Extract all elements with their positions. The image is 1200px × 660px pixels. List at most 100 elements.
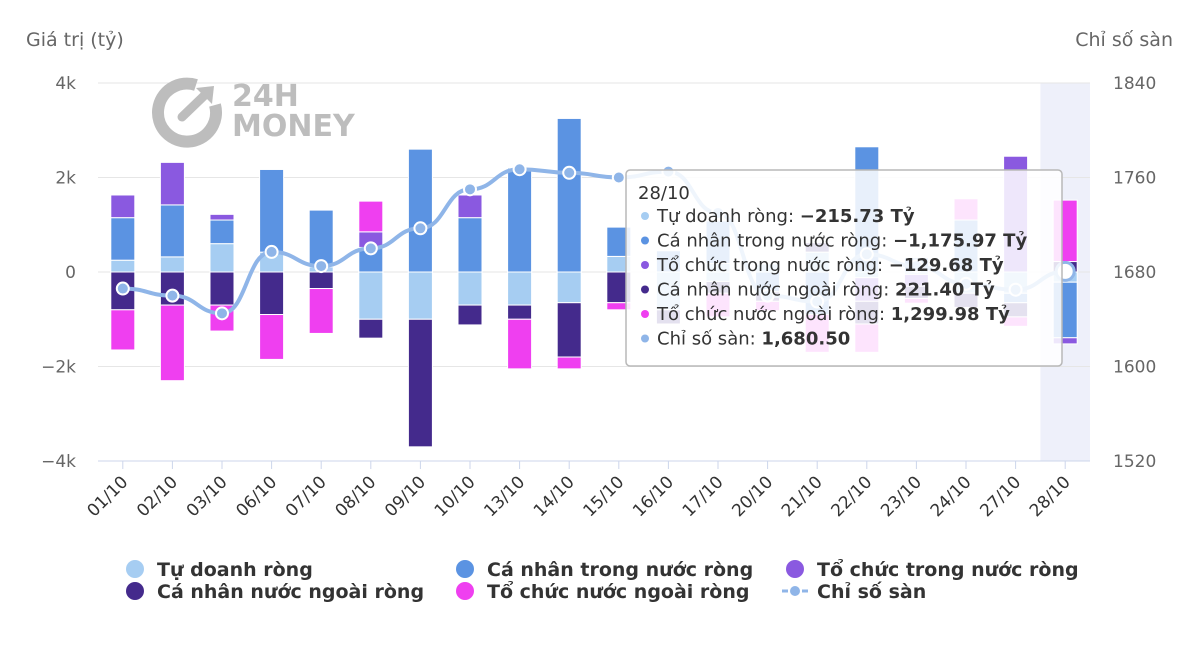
x-tick-label: 17/10 <box>679 472 728 521</box>
y-left-tick-label: −2k <box>41 358 76 378</box>
legend-marker[interactable] <box>456 582 474 600</box>
x-tick-label: 27/10 <box>976 472 1025 521</box>
bar-ca-nhan-nn[interactable] <box>457 304 483 326</box>
tooltip-row: Tổ chức trong nước ròng: −129.68 Tỷ <box>656 255 1004 276</box>
index-point[interactable] <box>215 306 229 321</box>
bar-ca-nhan-tn[interactable] <box>159 204 185 258</box>
y-left-tick-label: 4k <box>55 74 76 94</box>
bar-to-chuc-nn[interactable] <box>308 288 334 334</box>
index-point[interactable] <box>413 221 428 236</box>
tooltip-row: Tổ chức nước ngoài ròng: 1,299.98 Tỷ <box>656 304 1010 325</box>
x-tick-label: 14/10 <box>530 472 579 521</box>
bar-ca-nhan-nn[interactable] <box>507 304 533 320</box>
x-tick-label: 22/10 <box>828 472 877 521</box>
bar-ca-nhan-tn[interactable] <box>556 117 582 273</box>
x-tick-label: 20/10 <box>728 472 777 521</box>
tooltip-marker <box>641 285 649 294</box>
legend-marker[interactable] <box>126 560 144 578</box>
tooltip-marker <box>641 212 649 220</box>
bar-ca-nhan-tn[interactable] <box>259 168 285 253</box>
tooltip-row: Chỉ số sàn: 1,680.50 <box>657 329 850 350</box>
legend-label[interactable]: Tổ chức trong nước ròng <box>817 558 1079 581</box>
bar-ca-nhan-nn[interactable] <box>209 271 235 306</box>
bar-ca-nhan-tn[interactable] <box>407 148 433 273</box>
bar-tu-doanh[interactable] <box>556 271 582 304</box>
bar-tu-doanh[interactable] <box>407 271 433 320</box>
x-tick-label: 01/10 <box>84 472 133 521</box>
bar-ca-nhan-tn[interactable] <box>308 209 334 268</box>
watermark-line1: 24H <box>232 79 299 114</box>
index-point[interactable] <box>562 165 577 180</box>
y-right-tick-label: 1600 <box>1113 358 1156 378</box>
legend-label[interactable]: Chỉ số sàn <box>817 580 926 603</box>
index-point[interactable] <box>611 170 626 185</box>
bar-tu-doanh[interactable] <box>159 256 185 273</box>
bar-ca-nhan-tn[interactable] <box>457 217 483 273</box>
bar-ca-nhan-tn[interactable] <box>110 217 136 261</box>
tooltip-box <box>625 169 1063 367</box>
bar-ca-nhan-tn[interactable] <box>507 167 533 273</box>
bar-to-chuc-nn[interactable] <box>110 309 136 351</box>
bar-tu-doanh[interactable] <box>358 271 384 320</box>
legend-marker[interactable] <box>126 582 144 600</box>
legend-label[interactable]: Tự doanh ròng <box>157 559 313 581</box>
bar-ca-nhan-nn[interactable] <box>407 318 433 448</box>
x-tick-label: 23/10 <box>877 472 926 521</box>
bar-ca-nhan-tn[interactable] <box>209 219 235 245</box>
index-point[interactable] <box>512 162 527 177</box>
x-tick-label: 21/10 <box>778 472 827 521</box>
index-point[interactable] <box>363 241 378 256</box>
x-tick-label: 08/10 <box>332 472 381 521</box>
legend-label[interactable]: Cá nhân nước ngoài ròng <box>157 581 424 603</box>
watermark-logo-icon <box>152 77 222 148</box>
tooltip-row: Cá nhân nước ngoài ròng: 221.40 Tỷ <box>657 280 995 301</box>
y-right-tick-label: 1760 <box>1113 169 1156 189</box>
bar-to-chuc-nn[interactable] <box>556 356 582 370</box>
index-point[interactable] <box>463 182 477 197</box>
bar-tu-doanh[interactable] <box>209 243 235 273</box>
tooltip-marker <box>641 310 649 318</box>
index-point[interactable] <box>314 259 329 274</box>
y-left-tick-label: 0 <box>65 263 76 283</box>
bar-ca-nhan-nn[interactable] <box>259 271 285 316</box>
bar-to-chuc-nn[interactable] <box>159 304 185 382</box>
index-point[interactable] <box>264 244 279 259</box>
tooltip-marker <box>641 236 649 245</box>
legend-label[interactable]: Tổ chức nước ngoài ròng <box>487 580 749 603</box>
y-right-axis-title: Chỉ số sàn <box>1075 29 1173 51</box>
x-tick-label: 15/10 <box>580 472 629 521</box>
bar-ca-nhan-nn[interactable] <box>308 271 334 290</box>
x-tick-label: 24/10 <box>927 472 976 521</box>
tooltip: 28/10 Tự doanh ròng: −215.73 Tỷ Cá nhân t… <box>625 169 1063 367</box>
bar-to-chuc-tn[interactable] <box>110 194 136 219</box>
x-tick-label: 06/10 <box>232 472 281 521</box>
index-point[interactable] <box>165 288 180 303</box>
bar-to-chuc-tn[interactable] <box>159 161 185 206</box>
y-left-tick-label: −4k <box>41 452 76 472</box>
bar-to-chuc-nn[interactable] <box>358 200 384 233</box>
x-tick-label: 28/10 <box>1026 472 1075 521</box>
legend-marker[interactable] <box>456 560 474 578</box>
legend: Tự doanh ròng Cá nhân trong nước ròng Tổ c… <box>126 558 1079 603</box>
x-tick-label: 07/10 <box>282 472 331 521</box>
bar-ca-nhan-nn[interactable] <box>358 318 384 339</box>
bar-to-chuc-nn[interactable] <box>507 318 533 370</box>
legend-label[interactable]: Cá nhân trong nước ròng <box>487 559 753 581</box>
y-left-tick-label: 2k <box>55 169 76 189</box>
bar-tu-doanh[interactable] <box>110 259 136 273</box>
y-left-axis-title: Giá trị (tỷ) <box>26 29 124 51</box>
bar-tu-doanh[interactable] <box>457 271 483 306</box>
watermark: 24H MONEY <box>152 77 356 148</box>
y-right-tick-label: 1840 <box>1113 74 1156 94</box>
bar-to-chuc-tn[interactable] <box>209 213 235 221</box>
bar-to-chuc-nn[interactable] <box>259 314 285 360</box>
bar-tu-doanh[interactable] <box>507 271 533 306</box>
bar-ca-nhan-nn[interactable] <box>556 302 582 358</box>
legend-marker-dot <box>790 586 800 596</box>
legend-marker[interactable] <box>786 560 804 578</box>
tooltip-marker <box>641 261 649 269</box>
index-point[interactable] <box>115 281 130 296</box>
bar-to-chuc-tn[interactable] <box>457 194 483 219</box>
tooltip-row: Tự doanh ròng: −215.73 Tỷ <box>656 206 915 227</box>
